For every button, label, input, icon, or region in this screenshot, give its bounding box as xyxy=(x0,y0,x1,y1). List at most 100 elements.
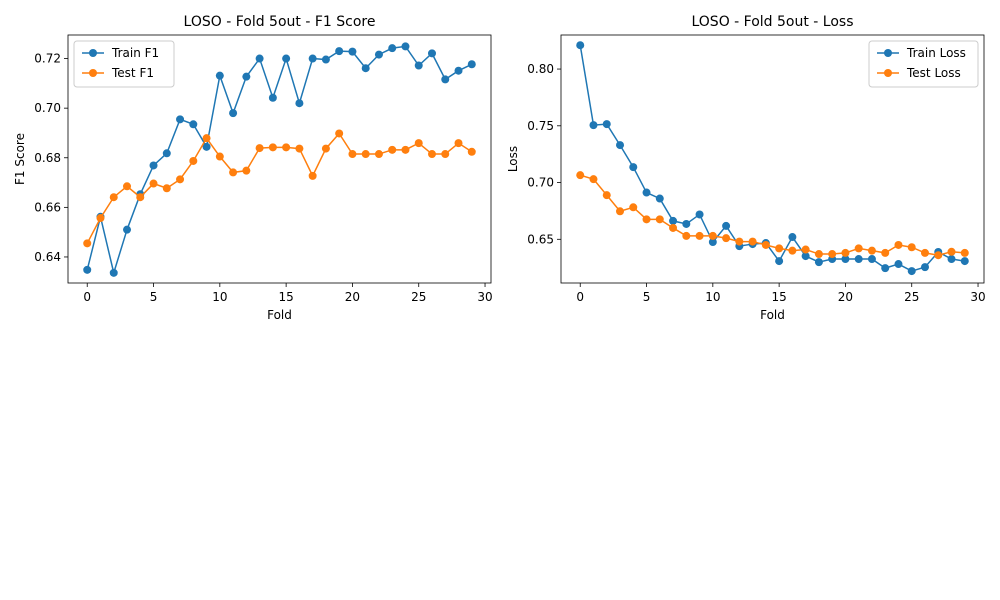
y-axis-label: F1 Score xyxy=(13,133,27,185)
x-axis-label: Fold xyxy=(760,308,785,322)
test-f1-point xyxy=(149,179,158,188)
train-f1-point xyxy=(242,72,251,81)
y-tick-label: 0.75 xyxy=(527,119,554,133)
test-loss-point xyxy=(761,240,770,249)
x-tick-label: 10 xyxy=(212,290,227,304)
test-loss-point xyxy=(708,231,717,240)
axis-ticks: 0 5 10 15 20 25 30 0.65 0.70 0.75 0.80 xyxy=(527,62,985,304)
test-f1-point xyxy=(242,166,251,175)
test-f1-point xyxy=(321,144,330,153)
test-loss-point xyxy=(854,244,863,253)
train-loss-point xyxy=(642,188,651,197)
train-f1-point xyxy=(427,49,436,58)
test-f1-point xyxy=(308,171,317,180)
train-loss-point xyxy=(947,255,956,264)
x-axis-label: Fold xyxy=(267,308,292,322)
test-loss-point xyxy=(655,215,664,224)
train-loss-point xyxy=(682,219,691,228)
train-loss-point xyxy=(695,210,704,219)
test-loss-point xyxy=(602,191,611,200)
test-f1-point xyxy=(374,150,383,159)
train-f1-point xyxy=(348,47,357,56)
test-f1-point xyxy=(136,193,145,202)
test-loss-point xyxy=(814,250,823,259)
y-tick-label: 0.72 xyxy=(34,52,61,66)
test-loss-point xyxy=(841,248,850,257)
train-f1-point xyxy=(441,75,450,84)
test-f1-point xyxy=(441,150,450,159)
test-f1-point xyxy=(176,175,185,184)
test-loss-point xyxy=(616,207,625,216)
train-f1-point xyxy=(176,115,185,124)
test-f1-point xyxy=(454,139,463,148)
x-tick-label: 25 xyxy=(411,290,426,304)
test-loss-point xyxy=(894,240,903,249)
train-f1-point xyxy=(268,93,277,102)
train-loss-point xyxy=(669,216,678,225)
test-loss-point xyxy=(881,248,890,257)
train-loss-point xyxy=(814,258,823,267)
train-f1-point xyxy=(109,268,118,277)
train-loss-point xyxy=(722,221,731,230)
train-f1-point xyxy=(202,142,211,151)
f1-score-chart: LOSO - Fold 5out - F1 Score Fold F1 Scor… xyxy=(13,14,493,322)
train-loss-point xyxy=(854,255,863,264)
axes-frame xyxy=(67,34,492,284)
legend-label: Train Loss xyxy=(906,46,966,60)
train-loss-point xyxy=(616,141,625,150)
test-f1-point xyxy=(268,143,277,152)
test-loss-point xyxy=(682,231,691,240)
plot-area xyxy=(83,42,476,277)
chart-title: LOSO - Fold 5out - Loss xyxy=(691,14,853,30)
train-f1-point xyxy=(374,50,383,59)
test-f1-point xyxy=(427,150,436,159)
test-f1-point xyxy=(123,182,132,191)
train-f1-point xyxy=(215,71,224,80)
train-loss-point xyxy=(881,264,890,273)
legend-label: Test Loss xyxy=(906,66,961,80)
x-tick-label: 5 xyxy=(150,290,158,304)
test-f1-point xyxy=(96,214,105,223)
train-f1-point xyxy=(149,161,158,170)
test-loss-point xyxy=(907,243,916,252)
test-loss-point xyxy=(576,171,585,180)
train-loss-point xyxy=(788,233,797,242)
test-loss-point xyxy=(695,231,704,240)
train-loss-point xyxy=(907,267,916,276)
axes-frame xyxy=(560,34,985,284)
train-f1-point xyxy=(255,54,264,63)
train-loss-point xyxy=(960,257,969,266)
train-f1-point xyxy=(454,66,463,75)
train-f1-point xyxy=(229,109,238,118)
y-tick-label: 0.66 xyxy=(34,200,61,214)
test-f1-point xyxy=(335,129,344,138)
test-loss-point xyxy=(947,247,956,256)
test-f1-point xyxy=(361,150,370,159)
train-loss-point xyxy=(867,255,876,264)
test-f1-point xyxy=(414,139,423,148)
plot-area xyxy=(576,41,969,276)
train-f1-point xyxy=(308,54,317,63)
loss-chart: LOSO - Fold 5out - Loss Fold Loss 0 5 10 15… xyxy=(506,14,986,322)
test-loss-point xyxy=(748,237,757,246)
test-f1-point xyxy=(162,184,171,193)
y-tick-label: 0.70 xyxy=(34,101,61,115)
train-f1-point xyxy=(123,225,132,234)
train-loss-point xyxy=(576,41,585,50)
test-f1-point xyxy=(83,239,92,248)
test-f1-point xyxy=(348,150,357,159)
test-f1-point xyxy=(295,144,304,153)
test-loss-point xyxy=(722,234,731,243)
x-tick-label: 25 xyxy=(904,290,919,304)
test-f1-point xyxy=(215,152,224,161)
test-f1-point xyxy=(467,147,476,156)
train-loss-point xyxy=(894,260,903,269)
train-loss-legend-marker xyxy=(884,49,892,57)
test-loss-point xyxy=(735,237,744,246)
x-tick-label: 0 xyxy=(83,290,91,304)
train-f1-point xyxy=(83,265,92,274)
train-loss-point xyxy=(589,121,598,130)
test-f1-point xyxy=(109,193,118,202)
x-tick-label: 15 xyxy=(771,290,786,304)
